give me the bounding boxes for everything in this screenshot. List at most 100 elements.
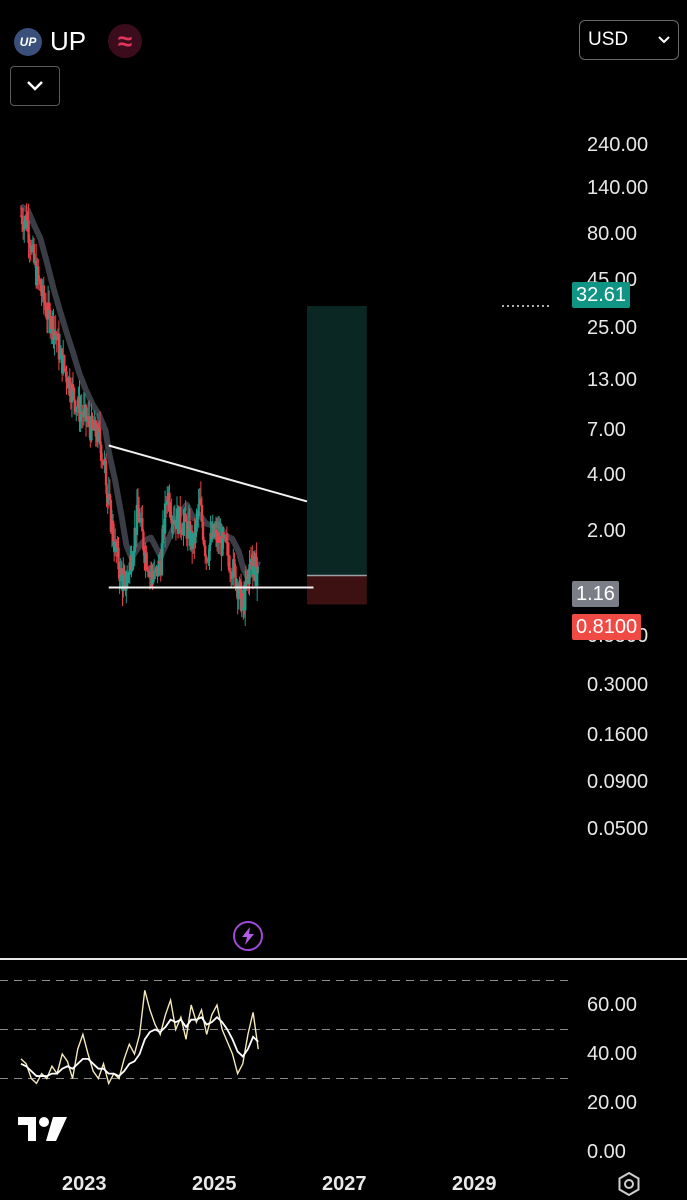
candle-body <box>101 460 104 462</box>
rsi-chart[interactable] <box>0 960 687 1160</box>
candle-body <box>97 424 101 428</box>
collapse-button[interactable] <box>10 66 60 106</box>
candle-body <box>135 504 139 536</box>
candle-body <box>203 545 207 557</box>
candle-body <box>151 578 155 584</box>
wave-icon[interactable]: ≈ <box>108 24 142 58</box>
candle-body <box>212 524 216 537</box>
candle-body <box>245 577 248 585</box>
candle-body <box>179 506 182 529</box>
candle-body <box>199 499 203 505</box>
candle-body <box>54 330 57 336</box>
candle-body <box>228 570 232 572</box>
price-tick-label: 4.00 <box>587 464 626 487</box>
currency-select[interactable]: USD <box>579 20 679 60</box>
price-tick-label: 240.00 <box>587 133 649 156</box>
candle-body <box>32 244 36 263</box>
rsi-series-line <box>20 990 259 1086</box>
candle-body <box>70 384 74 403</box>
candle-body <box>141 518 144 532</box>
candle-body <box>195 518 198 525</box>
chart-header: UP UP ≈ USD <box>0 0 687 110</box>
candle-body <box>186 523 190 539</box>
target-price-tag: 32.61 <box>572 282 631 308</box>
candle-body <box>43 301 47 307</box>
candle-body <box>98 427 102 445</box>
candle-body <box>208 544 211 561</box>
tradingview-logo-icon[interactable] <box>18 1115 68 1143</box>
candle-body <box>225 541 229 544</box>
candle-body <box>237 591 240 600</box>
candle-body <box>42 285 45 302</box>
candle-body <box>253 567 257 576</box>
candle-body <box>125 587 128 591</box>
candle-body <box>168 492 171 513</box>
candle-body <box>182 522 185 536</box>
candle-body <box>76 406 79 408</box>
lightning-icon[interactable] <box>233 921 263 951</box>
price-tick-label: 0.0500 <box>587 818 649 841</box>
price-chart[interactable] <box>0 0 687 960</box>
candle-body <box>128 562 131 575</box>
candle-body <box>82 408 86 418</box>
candle-body <box>194 524 197 544</box>
candle-body <box>96 424 100 443</box>
rsi-tick-label: 0.00 <box>587 1141 626 1163</box>
settings-icon[interactable] <box>616 1171 642 1197</box>
currency-value: USD <box>588 29 629 50</box>
symbol-title[interactable]: UP <box>50 26 87 56</box>
candle-body <box>142 531 145 551</box>
candle-body <box>133 527 136 553</box>
price-tick-label: 0.1600 <box>587 724 649 747</box>
candle-body <box>152 578 155 580</box>
candle-body <box>30 245 34 253</box>
candle-body <box>84 405 88 422</box>
candle-body <box>163 503 167 534</box>
candle-body <box>207 560 210 562</box>
candle-body <box>65 371 68 383</box>
candle-body <box>52 315 55 340</box>
candle-body <box>180 528 183 533</box>
candle-body <box>209 532 212 545</box>
candle-body <box>201 521 205 541</box>
candle-body <box>232 559 235 578</box>
candle-body <box>160 543 164 576</box>
candle-body <box>44 306 48 317</box>
candle-body <box>158 560 161 564</box>
pane-separator[interactable] <box>0 958 687 960</box>
chevron-down-icon <box>658 33 670 47</box>
candle-body <box>85 419 89 422</box>
candle-body <box>213 533 217 537</box>
candle-body <box>27 220 30 244</box>
candle-body <box>94 420 97 437</box>
rsi-tick-label: 40.00 <box>587 1043 638 1065</box>
candle-body <box>222 532 225 539</box>
price-tick-label: 7.00 <box>587 419 626 442</box>
rsi-tick-label: 60.00 <box>587 994 638 1016</box>
candle-body <box>122 574 125 592</box>
candle-body <box>239 581 243 611</box>
candle-body <box>154 570 157 573</box>
stop-price-tag: 0.8100 <box>572 614 642 640</box>
candle-body <box>104 459 107 461</box>
candle-body <box>57 333 61 360</box>
candle-body <box>202 540 206 546</box>
candle-body <box>39 281 42 291</box>
candle-body <box>125 575 129 588</box>
candle-body <box>246 577 249 579</box>
descending-resistance-trendline <box>108 444 308 503</box>
candle-body <box>224 536 227 542</box>
candle-body <box>91 415 94 426</box>
chevron-down-icon <box>27 81 43 91</box>
candle-body <box>150 569 154 577</box>
rsi-series-line <box>20 1016 259 1078</box>
candle-body <box>106 497 109 503</box>
candle-body <box>79 411 82 422</box>
candle-body <box>58 349 62 360</box>
candle-body <box>226 543 230 556</box>
candle-body <box>109 500 113 532</box>
price-tick-label: 0.0900 <box>587 770 649 793</box>
candle-body <box>205 556 208 560</box>
candle-body <box>239 580 242 582</box>
candle-body <box>103 459 106 465</box>
